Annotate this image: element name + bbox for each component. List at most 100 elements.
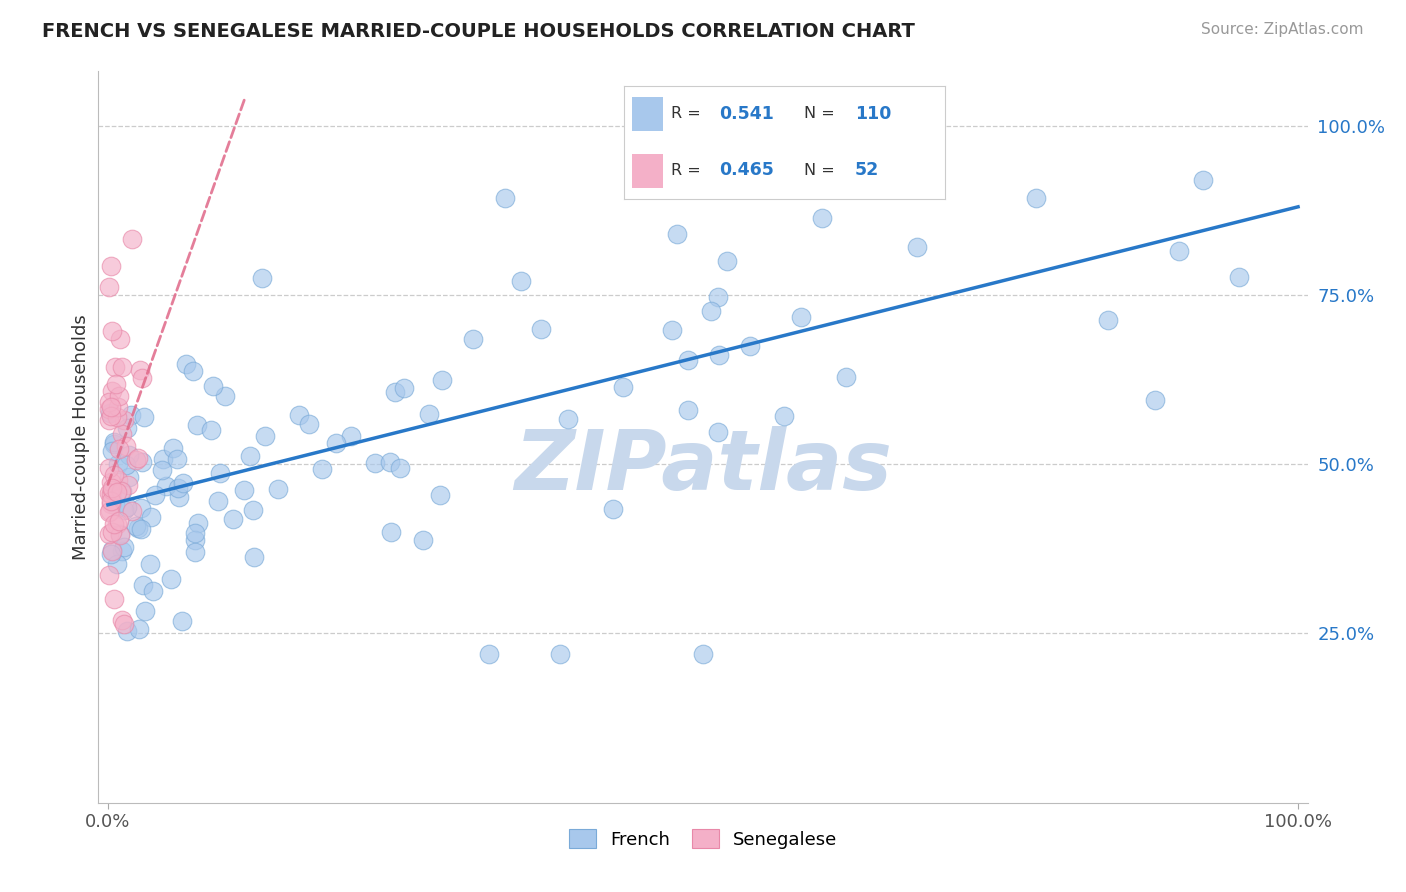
Point bbox=[125, 518, 148, 533]
Point bbox=[692, 647, 714, 661]
Point bbox=[364, 456, 387, 470]
Point bbox=[100, 525, 122, 540]
Point bbox=[105, 516, 128, 531]
Point bbox=[738, 339, 761, 353]
Point bbox=[665, 227, 688, 242]
Point bbox=[115, 500, 138, 515]
Point bbox=[100, 494, 122, 508]
Point bbox=[120, 408, 142, 422]
Point bbox=[200, 423, 222, 437]
Point bbox=[108, 332, 131, 346]
Point bbox=[100, 259, 122, 273]
Point bbox=[602, 502, 624, 516]
Point bbox=[905, 240, 928, 254]
Point bbox=[174, 357, 197, 371]
Point bbox=[676, 403, 699, 417]
Point bbox=[100, 400, 122, 414]
Point bbox=[187, 516, 209, 530]
Point bbox=[699, 304, 721, 318]
Point bbox=[661, 323, 683, 337]
Point bbox=[103, 517, 125, 532]
Point bbox=[530, 321, 553, 335]
Point bbox=[127, 450, 149, 465]
Point bbox=[111, 613, 134, 627]
Point bbox=[112, 540, 135, 554]
Point bbox=[150, 463, 173, 477]
Point bbox=[131, 455, 153, 469]
Point bbox=[678, 353, 700, 368]
Text: FRENCH VS SENEGALESE MARRIED-COUPLE HOUSEHOLDS CORRELATION CHART: FRENCH VS SENEGALESE MARRIED-COUPLE HOUS… bbox=[42, 22, 915, 41]
Point bbox=[254, 429, 277, 443]
Point bbox=[100, 409, 122, 424]
Point bbox=[98, 461, 121, 475]
Point bbox=[207, 494, 229, 508]
Point bbox=[107, 457, 129, 471]
Point bbox=[127, 521, 149, 535]
Point bbox=[152, 452, 174, 467]
Point bbox=[183, 533, 205, 548]
Point bbox=[166, 451, 188, 466]
Point bbox=[107, 409, 129, 424]
Point bbox=[378, 455, 401, 469]
Point bbox=[184, 545, 207, 559]
Point bbox=[131, 371, 153, 385]
Point bbox=[430, 373, 453, 387]
Point bbox=[1097, 312, 1119, 326]
Point bbox=[107, 442, 129, 456]
Point bbox=[288, 408, 311, 422]
Point bbox=[98, 412, 121, 426]
Point bbox=[104, 498, 127, 512]
Point bbox=[98, 401, 121, 416]
Point bbox=[209, 466, 232, 480]
Point bbox=[142, 583, 165, 598]
Point bbox=[114, 413, 136, 427]
Point bbox=[107, 474, 129, 488]
Point bbox=[162, 441, 184, 455]
Point bbox=[101, 444, 124, 458]
Point bbox=[380, 524, 402, 539]
Text: Source: ZipAtlas.com: Source: ZipAtlas.com bbox=[1201, 22, 1364, 37]
Point bbox=[172, 614, 194, 628]
Point bbox=[105, 558, 128, 572]
Point bbox=[392, 381, 415, 395]
Point bbox=[478, 647, 501, 661]
Point bbox=[98, 567, 121, 582]
Point bbox=[186, 417, 208, 432]
Point bbox=[167, 490, 190, 504]
Text: ZIPatlas: ZIPatlas bbox=[515, 425, 891, 507]
Point bbox=[143, 488, 166, 502]
Point bbox=[707, 348, 730, 362]
Point bbox=[384, 384, 406, 399]
Point bbox=[118, 470, 141, 484]
Point bbox=[1192, 173, 1215, 187]
Point bbox=[239, 450, 262, 464]
Point bbox=[139, 557, 162, 571]
Point bbox=[222, 511, 245, 525]
Point bbox=[325, 436, 347, 450]
Point bbox=[132, 409, 155, 424]
Point bbox=[160, 572, 183, 586]
Point bbox=[115, 421, 138, 435]
Point bbox=[134, 604, 156, 618]
Point bbox=[98, 486, 121, 500]
Point bbox=[103, 437, 125, 451]
Point bbox=[111, 544, 134, 558]
Y-axis label: Married-couple Households: Married-couple Households bbox=[72, 314, 90, 560]
Point bbox=[129, 500, 152, 515]
Point bbox=[101, 483, 124, 497]
Point bbox=[100, 496, 122, 510]
Point bbox=[98, 504, 121, 518]
Point bbox=[117, 477, 139, 491]
Point bbox=[166, 481, 188, 495]
Point bbox=[388, 461, 411, 475]
Point bbox=[98, 394, 121, 409]
Point bbox=[298, 417, 321, 431]
Point bbox=[790, 310, 813, 325]
Point bbox=[811, 211, 834, 226]
Point bbox=[104, 360, 127, 375]
Legend: French, Senegalese: French, Senegalese bbox=[561, 822, 845, 856]
Point bbox=[612, 380, 634, 394]
Point bbox=[115, 439, 138, 453]
Point bbox=[311, 462, 333, 476]
Point bbox=[418, 407, 440, 421]
